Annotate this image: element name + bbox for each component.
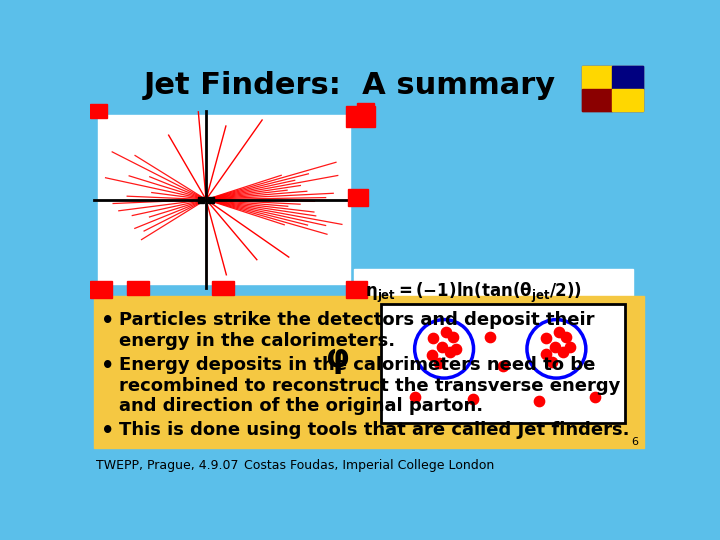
Point <box>409 392 420 401</box>
Text: 6: 6 <box>631 437 639 447</box>
Bar <box>346 281 367 298</box>
Bar <box>357 103 374 119</box>
Point <box>428 334 439 342</box>
Point <box>590 392 601 401</box>
Point <box>549 343 561 352</box>
Bar <box>212 281 234 295</box>
Text: •: • <box>101 311 114 331</box>
Text: Particles strike the detectors and deposit their
energy in the calorimeters.: Particles strike the detectors and depos… <box>119 311 594 350</box>
Point <box>433 359 445 367</box>
Bar <box>127 281 149 295</box>
Point <box>557 348 569 356</box>
Text: •: • <box>101 421 114 441</box>
Bar <box>354 269 632 434</box>
Point <box>564 342 576 351</box>
Bar <box>582 66 642 111</box>
Bar <box>94 296 644 448</box>
Bar <box>346 106 375 127</box>
Text: Jet Finders:  A summary: Jet Finders: A summary <box>143 71 556 100</box>
Point <box>540 334 552 342</box>
Bar <box>612 66 642 89</box>
Point <box>451 345 462 353</box>
Point <box>546 357 557 366</box>
Point <box>485 333 496 341</box>
Bar <box>381 303 625 423</box>
Point <box>497 361 508 370</box>
Bar <box>582 66 612 89</box>
Point <box>561 332 572 341</box>
Point <box>444 348 456 356</box>
Text: •: • <box>101 356 114 376</box>
Bar <box>90 104 107 118</box>
Text: $\mathbf{\eta_{jet}}$$\mathbf{=(-1)ln(tan(\theta_{jet}/2))}$: $\mathbf{\eta_{jet}}$$\mathbf{=(-1)ln(ta… <box>365 280 582 305</box>
Text: φ: φ <box>326 346 350 374</box>
Text: This is done using tools that are called Jet finders.: This is done using tools that are called… <box>119 421 629 438</box>
Point <box>448 333 459 342</box>
Point <box>440 328 451 336</box>
Bar <box>582 89 612 111</box>
Bar <box>98 115 350 284</box>
Bar <box>612 89 642 111</box>
Point <box>426 350 438 359</box>
Bar <box>348 189 368 206</box>
Text: Energy deposits in the calorimeters need to be
recombined to reconstruct the tra: Energy deposits in the calorimeters need… <box>119 356 620 415</box>
Point <box>436 343 448 352</box>
Point <box>467 395 479 403</box>
Text: Costas Foudas, Imperial College London: Costas Foudas, Imperial College London <box>244 458 494 472</box>
Bar <box>90 281 112 298</box>
Text: TWEPP, Prague, 4.9.07: TWEPP, Prague, 4.9.07 <box>96 458 239 472</box>
Point <box>534 397 545 406</box>
Point <box>541 350 552 359</box>
Point <box>553 328 564 336</box>
